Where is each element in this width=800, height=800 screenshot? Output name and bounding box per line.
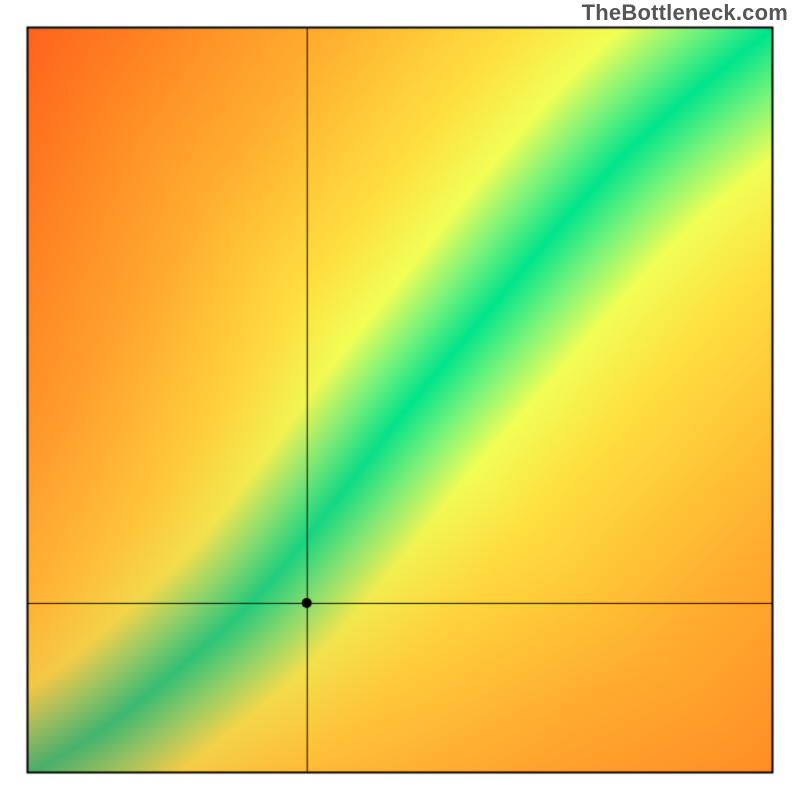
watermark-text: TheBottleneck.com: [582, 0, 788, 26]
bottleneck-heatmap: [0, 0, 800, 800]
